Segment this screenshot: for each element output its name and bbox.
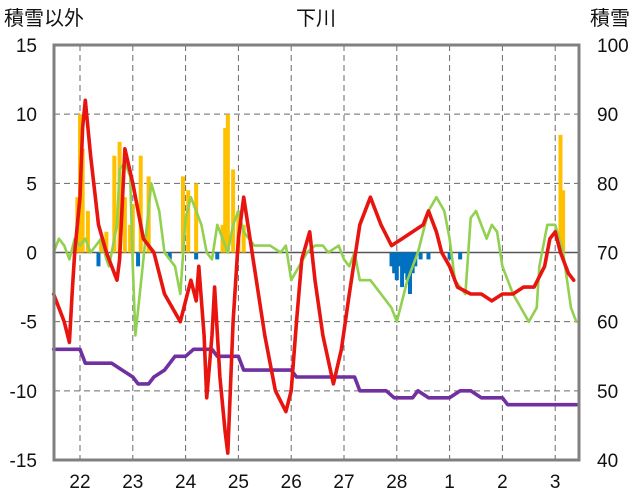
- x-tick-labels: 22 23 24 25 26 27 28 1 2 3: [69, 472, 560, 493]
- right-tick-label: 40: [597, 451, 618, 472]
- blue-bar: [194, 252, 199, 260]
- blue-bar: [418, 252, 423, 260]
- left-tick-label: -5: [20, 313, 37, 334]
- x-tick-label: 23: [122, 472, 143, 493]
- orange-bar: [99, 238, 104, 253]
- orange-bar: [561, 190, 566, 253]
- right-tick-label: 80: [597, 174, 618, 195]
- blue-bar: [389, 252, 394, 267]
- left-tick-label: -10: [10, 382, 37, 403]
- right-tick-label: 90: [597, 105, 618, 126]
- blue-bar: [397, 252, 402, 267]
- blue-bar: [400, 252, 405, 288]
- orange-bar: [558, 134, 563, 253]
- x-tick-label: 24: [175, 472, 197, 493]
- x-tick-label: 22: [69, 472, 90, 493]
- blue-bar: [167, 252, 172, 260]
- x-tick-label: 28: [386, 472, 407, 493]
- orange-bar: [241, 224, 246, 253]
- right-tick-label: 70: [597, 244, 618, 265]
- x-tick-label: 27: [333, 472, 354, 493]
- blue-bar: [405, 252, 410, 281]
- left-tick-labels: 15 10 5 0 -5 -10 -15: [10, 36, 37, 472]
- orange-bar: [223, 128, 228, 253]
- green-series-line: [52, 161, 578, 337]
- orange-bar: [128, 224, 133, 253]
- orange-bar: [194, 183, 199, 253]
- orange-bar: [85, 211, 90, 253]
- orange-bar: [180, 176, 185, 253]
- orange-bar: [225, 114, 230, 253]
- left-tick-label: 5: [26, 174, 37, 195]
- right-axis-label: 積雪: [590, 7, 630, 30]
- blue-bar: [136, 252, 141, 267]
- blue-bar: [426, 252, 431, 260]
- blue-bar: [392, 252, 397, 274]
- x-tick-label: 2: [497, 472, 508, 493]
- orange-bar: [186, 190, 191, 253]
- orange-bar: [112, 155, 117, 253]
- blue-bar: [394, 252, 399, 281]
- orange-bar: [231, 169, 236, 253]
- right-tick-label: 60: [597, 313, 618, 334]
- right-tick-label: 100: [597, 36, 629, 57]
- orange-bar: [104, 231, 109, 253]
- orange-bar: [80, 148, 85, 253]
- blue-bar: [215, 252, 220, 260]
- red-series-line: [51, 98, 576, 455]
- right-tick-labels: 100 90 80 70 60 50 40: [597, 36, 629, 472]
- orange-bar: [138, 155, 143, 253]
- x-tick-label: 1: [444, 472, 455, 493]
- blue-bar: [402, 252, 407, 274]
- right-tick-label: 50: [597, 382, 618, 403]
- blue-bar: [458, 252, 463, 260]
- blue-bar: [447, 252, 452, 260]
- lines-layer: [51, 98, 579, 455]
- left-tick-label: 0: [26, 244, 37, 265]
- left-tick-label: -15: [10, 451, 37, 472]
- plot-border: [52, 43, 581, 462]
- purple-series-line: [51, 347, 579, 407]
- x-tick-label: 3: [550, 472, 561, 493]
- x-tick-label: 25: [228, 472, 249, 493]
- chart-title: 下川: [296, 8, 336, 30]
- plot-frame: [52, 43, 581, 462]
- x-tick-label: 26: [281, 472, 302, 493]
- left-tick-label: 15: [16, 36, 37, 57]
- left-axis-label: 積雪以外: [4, 7, 84, 30]
- orange-bar: [122, 197, 127, 253]
- blue-bar: [96, 252, 101, 267]
- left-tick-label: 10: [16, 105, 37, 126]
